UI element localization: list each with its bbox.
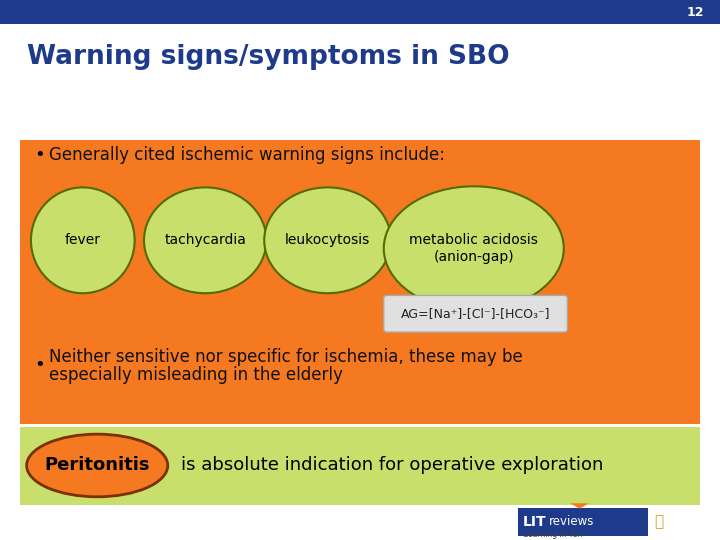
Text: reviews: reviews	[549, 515, 595, 528]
Text: •: •	[35, 146, 45, 164]
FancyBboxPatch shape	[0, 0, 720, 24]
Text: 🔊: 🔊	[654, 514, 663, 529]
Text: Generally cited ischemic warning signs include:: Generally cited ischemic warning signs i…	[49, 146, 445, 164]
Text: is absolute indication for operative exploration: is absolute indication for operative exp…	[181, 456, 604, 475]
FancyBboxPatch shape	[20, 140, 700, 424]
Ellipse shape	[144, 187, 266, 293]
Text: •: •	[35, 355, 45, 374]
Text: leukocytosis: leukocytosis	[285, 233, 370, 247]
Polygon shape	[570, 503, 589, 509]
Ellipse shape	[27, 434, 168, 497]
Text: Learning In Ten: Learning In Ten	[524, 530, 582, 539]
Ellipse shape	[264, 187, 391, 293]
Text: tachycardia: tachycardia	[164, 233, 246, 247]
Text: 12: 12	[687, 5, 704, 19]
Text: especially misleading in the elderly: especially misleading in the elderly	[49, 366, 343, 384]
Ellipse shape	[31, 187, 135, 293]
FancyBboxPatch shape	[518, 508, 648, 536]
Text: Peritonitis: Peritonitis	[45, 456, 150, 475]
Ellipse shape	[384, 186, 564, 310]
Text: fever: fever	[65, 233, 101, 247]
FancyBboxPatch shape	[384, 295, 567, 332]
Text: LIT: LIT	[523, 515, 546, 529]
Text: metabolic acidosis
(anion-gap): metabolic acidosis (anion-gap)	[410, 233, 538, 264]
Text: Neither sensitive nor specific for ischemia, these may be: Neither sensitive nor specific for ische…	[49, 348, 523, 367]
Text: Warning signs/symptoms in SBO: Warning signs/symptoms in SBO	[27, 44, 510, 70]
FancyBboxPatch shape	[20, 427, 700, 505]
Text: AG=[Na⁺]-[Cl⁻]-[HCO₃⁻]: AG=[Na⁺]-[Cl⁻]-[HCO₃⁻]	[401, 307, 550, 320]
